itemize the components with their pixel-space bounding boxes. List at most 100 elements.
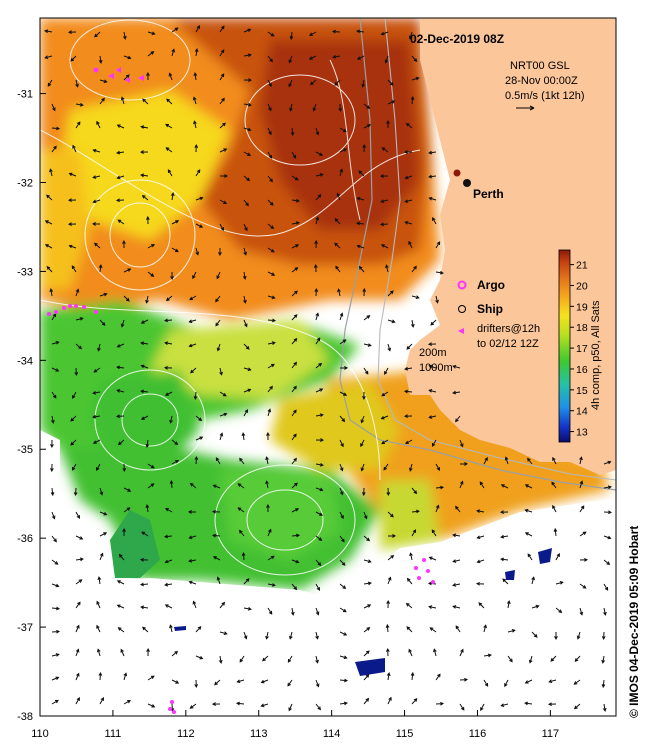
- current-arrow: [555, 552, 560, 561]
- current-arrow: [455, 625, 461, 633]
- current-arrow: [524, 484, 533, 489]
- current-arrow: [504, 679, 509, 688]
- current-arrow: [123, 74, 130, 81]
- current-arrow: [147, 463, 155, 469]
- current-arrow: [267, 247, 275, 253]
- current-arrow: [579, 583, 587, 589]
- current-arrow: [363, 674, 370, 681]
- current-arrow: [579, 480, 584, 489]
- current-arrow: [409, 552, 413, 561]
- current-arrow: [315, 173, 324, 177]
- current-arrow: [165, 123, 173, 129]
- current-arrow: [573, 703, 581, 710]
- current-arrow: [51, 103, 56, 112]
- current-arrow: [289, 31, 294, 41]
- current-arrow: [237, 507, 245, 513]
- current-arrow: [339, 631, 348, 636]
- current-arrow: [99, 319, 106, 326]
- current-arrow: [476, 559, 485, 564]
- current-arrow: [46, 266, 53, 273]
- current-arrow: [164, 582, 173, 587]
- current-arrow: [452, 533, 461, 538]
- current-arrow: [99, 97, 105, 105]
- current-arrow: [243, 151, 251, 156]
- current-arrow: [380, 31, 389, 36]
- current-arrow: [315, 631, 319, 640]
- current-arrow: [332, 55, 341, 59]
- current-arrow: [547, 702, 557, 707]
- current-arrow: [363, 559, 372, 563]
- current-arrow: [267, 31, 275, 37]
- current-arrow: [139, 150, 149, 154]
- current-arrow: [363, 103, 371, 109]
- current-arrow: [500, 703, 509, 707]
- current-arrow: [386, 119, 390, 128]
- current-arrow: [92, 414, 101, 419]
- current-arrow: [334, 218, 341, 225]
- perth-marker: [463, 179, 471, 187]
- current-arrow: [576, 631, 581, 640]
- current-arrow: [46, 194, 53, 201]
- current-arrow: [68, 244, 77, 249]
- current-arrow: [171, 220, 180, 225]
- current-arrow: [189, 295, 197, 301]
- current-arrow: [383, 463, 389, 471]
- current-arrow: [288, 703, 293, 712]
- current-arrow: [267, 607, 273, 615]
- current-arrow: [141, 531, 149, 537]
- current-arrow: [51, 391, 57, 399]
- current-arrow: [99, 292, 108, 297]
- current-arrow: [260, 679, 269, 684]
- current-arrow: [44, 244, 53, 249]
- current-arrow: [385, 623, 390, 633]
- current-arrow: [243, 295, 247, 304]
- current-arrow: [291, 583, 298, 591]
- current-arrow: [215, 319, 221, 327]
- current-arrow: [163, 365, 173, 370]
- current-arrow: [241, 432, 246, 441]
- x-tick-label: 111: [105, 728, 122, 740]
- current-arrow: [428, 150, 437, 155]
- current-arrow: [116, 365, 125, 370]
- current-arrow: [243, 199, 249, 207]
- current-arrow: [287, 655, 293, 663]
- current-arrow: [363, 343, 372, 347]
- current-arrow: [51, 126, 61, 131]
- current-arrow: [356, 221, 365, 226]
- current-arrow: [405, 122, 413, 129]
- current-arrow: [550, 655, 557, 662]
- current-arrow: [75, 317, 84, 321]
- current-arrow: [291, 198, 300, 203]
- current-arrow: [75, 601, 81, 609]
- current-arrow: [380, 199, 389, 203]
- current-arrow: [360, 415, 365, 424]
- current-arrow: [428, 174, 437, 179]
- current-arrow: [603, 485, 612, 490]
- current-arrow: [51, 145, 57, 153]
- current-arrow: [49, 288, 54, 297]
- current-arrow: [243, 102, 252, 107]
- current-arrow: [215, 457, 221, 465]
- current-arrow: [410, 671, 415, 681]
- current-arrow: [266, 503, 270, 513]
- current-arrow: [147, 244, 156, 249]
- current-arrow: [555, 581, 564, 585]
- current-arrow: [603, 510, 613, 515]
- current-arrow: [476, 509, 485, 513]
- current-arrow: [98, 264, 103, 273]
- current-arrow: [291, 559, 300, 564]
- current-arrow: [70, 439, 77, 446]
- current-arrow: [524, 679, 533, 684]
- current-arrow: [219, 97, 225, 105]
- ship-legend-symbol: [458, 305, 466, 313]
- current-arrow: [459, 703, 465, 711]
- current-arrow: [72, 391, 77, 400]
- current-arrow: [507, 655, 513, 663]
- current-arrow: [219, 432, 224, 441]
- current-arrow: [360, 463, 365, 472]
- current-arrow: [602, 703, 607, 712]
- current-arrow: [291, 508, 300, 513]
- current-arrow: [195, 169, 201, 177]
- current-arrow: [165, 147, 173, 153]
- current-arrow: [554, 632, 558, 641]
